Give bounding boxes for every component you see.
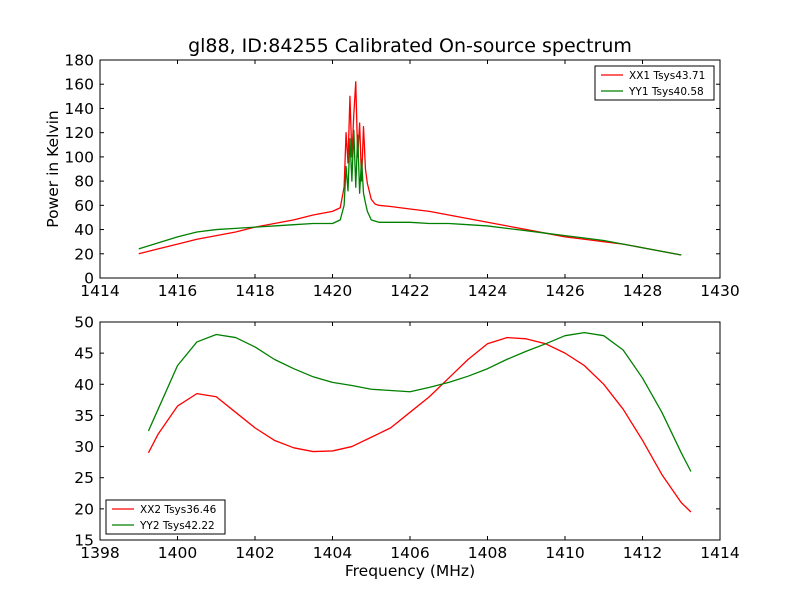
top-y-tick-label: 20 <box>74 245 94 263</box>
bottom-legend-box <box>105 499 226 535</box>
top-y-tick-label: 160 <box>64 76 94 94</box>
bottom-x-tick-label: 1406 <box>390 544 429 562</box>
top-x-tick-label: 1426 <box>545 282 584 300</box>
top-legend-label-1: XX1 Tsys43.71 <box>629 70 705 82</box>
bottom-y-tick-label: 50 <box>74 314 94 332</box>
top-y-tick-label: 40 <box>74 221 94 239</box>
top-x-tick-label: 1416 <box>158 282 197 300</box>
bottom-x-tick-label: 1398 <box>80 544 119 562</box>
bottom-x-tick-label: 1414 <box>700 544 739 562</box>
top-x-tick-label: 1428 <box>623 282 662 300</box>
bottom-x-tick-label: 1400 <box>158 544 197 562</box>
top-legend-label-2: YY1 Tsys40.58 <box>628 86 704 98</box>
top-x-tick-label: 1418 <box>235 282 274 300</box>
top-x-tick-label: 1430 <box>700 282 739 300</box>
bottom-y-tick-label: 40 <box>74 376 94 394</box>
bottom-legend: XX2 Tsys36.46 YY2 Tsys42.22 <box>105 499 226 535</box>
top-y-tick-label: 80 <box>74 173 94 191</box>
bottom-y-tick-label: 25 <box>74 469 94 487</box>
bottom-series-line-1 <box>147 336 692 513</box>
bottom-y-tick-label: 35 <box>74 407 94 425</box>
top-y-tick-label: 120 <box>64 124 94 142</box>
bottom-series-line-2 <box>147 331 692 472</box>
top-y-axis-title: Power in Kelvin <box>44 110 62 227</box>
bottom-plot: 1398 1400 1402 1404 1406 1408 1410 1412 1414 15 20… <box>74 314 739 581</box>
bottom-legend-label-2: YY2 Tsys42.22 <box>139 520 215 532</box>
bottom-x-tick-label: 1404 <box>313 544 352 562</box>
bottom-x-tick-label: 1408 <box>468 544 507 562</box>
top-y-tick-label: 0 <box>84 270 94 288</box>
bottom-x-axis-title: Frequency (MHz) <box>345 562 475 580</box>
top-y-tick-label: 60 <box>74 197 94 215</box>
bottom-y-tick-label: 20 <box>74 500 94 518</box>
bottom-y-tick-label: 30 <box>74 438 94 456</box>
bottom-x-tick-label: 1402 <box>235 544 274 562</box>
top-plot: 1414 1416 1418 1420 1422 1424 1426 1428 1430 0 20 4… <box>44 52 740 301</box>
top-x-tick-label: 1414 <box>80 282 119 300</box>
bottom-y-tick-label: 45 <box>74 345 94 363</box>
top-x-tick-label: 1422 <box>390 282 429 300</box>
top-y-tick-label: 180 <box>64 52 94 70</box>
chart-title: gl88, ID:84255 Calibrated On-source spec… <box>188 35 632 57</box>
top-x-tick-label: 1420 <box>313 282 352 300</box>
top-legend: XX1 Tsys43.71 YY1 Tsys40.58 <box>594 65 715 101</box>
top-series-line-2 <box>138 129 682 256</box>
bottom-x-tick-label: 1412 <box>623 544 662 562</box>
top-x-tick-label: 1424 <box>468 282 507 300</box>
bottom-legend-label-1: XX2 Tsys36.46 <box>140 504 217 516</box>
top-y-tick-label: 140 <box>64 100 94 118</box>
top-legend-box <box>594 65 715 101</box>
bottom-x-tick-label: 1410 <box>545 544 584 562</box>
bottom-y-tick-label: 15 <box>74 532 94 550</box>
top-y-tick-label: 100 <box>64 148 94 166</box>
